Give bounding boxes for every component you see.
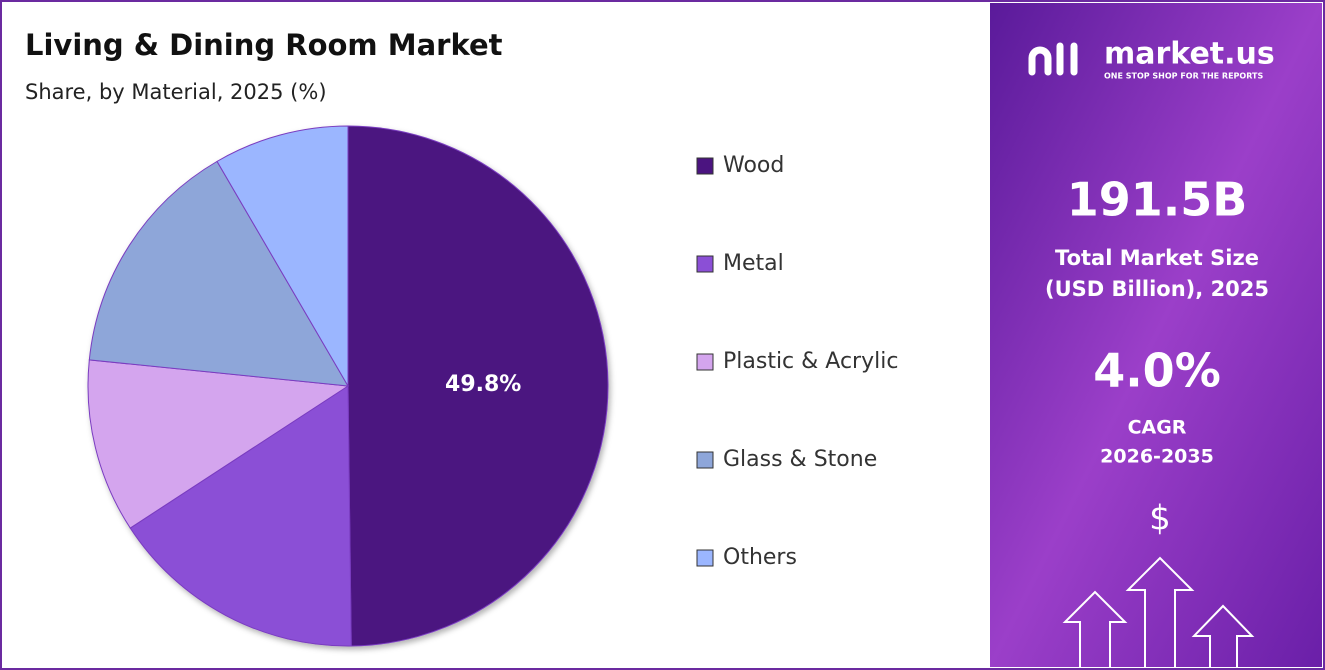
legend-label: Others: [723, 545, 797, 570]
legend-swatch: [696, 353, 714, 371]
legend-swatch: [696, 157, 714, 175]
side-panel: [990, 3, 1322, 667]
pie: [87, 125, 609, 647]
pie-slice: [216, 125, 349, 388]
market-size-label: (USD Billion), 2025: [1045, 277, 1269, 301]
legend-swatch: [696, 255, 714, 273]
market-size-label: Total Market Size: [1055, 246, 1259, 270]
legend-label: Plastic & Acrylic: [723, 349, 898, 374]
arrow: [1062, 590, 1128, 667]
brand: market.us: [1104, 37, 1275, 72]
legend-label: Wood: [723, 153, 784, 178]
cagr-label: 2026-2035: [1100, 446, 1214, 468]
chart-title: Living & Dining Room Market: [25, 28, 503, 62]
currency-icon: $: [1149, 499, 1171, 539]
pie-slice: [88, 160, 349, 387]
legend-swatch: [696, 549, 714, 567]
arrow: [1125, 556, 1195, 667]
logo-icon: [1028, 46, 1052, 76]
arrow: [1191, 604, 1255, 667]
logo: [1028, 42, 1078, 76]
legend-swatch: [696, 451, 714, 469]
legend-label: Glass & Stone: [723, 447, 877, 472]
data-label: 49.8%: [445, 372, 521, 397]
pie-slice: [129, 385, 352, 647]
market-size: 191.5B: [1067, 173, 1248, 227]
pie-slice: [347, 125, 609, 647]
pie-slice: [87, 359, 350, 529]
tagline: ONE STOP SHOP FOR THE REPORTS: [1104, 72, 1263, 81]
chart-subtitle: Share, by Material, 2025 (%): [25, 80, 327, 104]
cagr-label: CAGR: [1128, 417, 1187, 439]
cagr: 4.0%: [1093, 344, 1221, 398]
arrows: [1062, 556, 1255, 667]
legend-label: Metal: [723, 251, 784, 276]
